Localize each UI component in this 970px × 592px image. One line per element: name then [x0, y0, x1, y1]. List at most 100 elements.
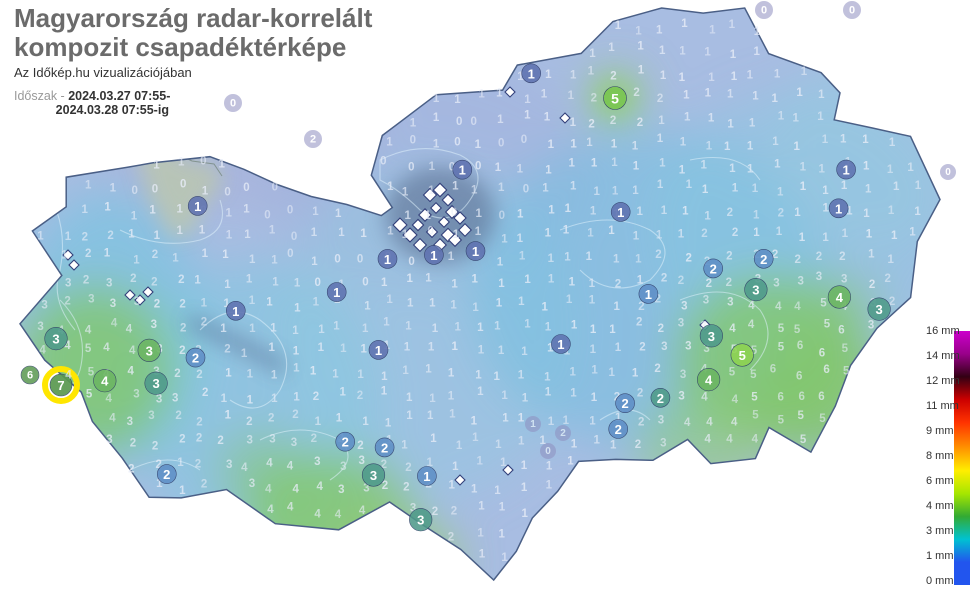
- svg-text:5: 5: [824, 318, 831, 330]
- svg-text:1: 1: [357, 369, 364, 381]
- svg-text:1: 1: [545, 386, 552, 398]
- svg-text:1: 1: [799, 232, 806, 244]
- svg-text:1: 1: [840, 134, 847, 146]
- svg-text:1: 1: [432, 323, 439, 335]
- svg-text:1: 1: [85, 180, 92, 192]
- svg-text:1: 1: [564, 251, 571, 263]
- svg-text:2: 2: [657, 391, 664, 406]
- svg-text:1: 1: [383, 317, 390, 329]
- svg-text:2: 2: [357, 390, 363, 402]
- svg-text:0: 0: [224, 187, 230, 199]
- svg-text:2: 2: [778, 208, 784, 220]
- svg-text:1: 1: [477, 527, 484, 539]
- svg-text:2: 2: [869, 279, 875, 291]
- svg-text:1: 1: [224, 279, 231, 291]
- svg-text:1: 1: [423, 469, 430, 484]
- svg-text:4: 4: [775, 301, 782, 313]
- svg-text:1: 1: [657, 133, 664, 145]
- svg-text:0: 0: [470, 116, 476, 128]
- svg-text:1: 1: [727, 118, 734, 130]
- svg-text:1: 1: [914, 206, 921, 218]
- svg-text:5: 5: [88, 366, 95, 378]
- svg-text:1: 1: [683, 90, 690, 102]
- svg-text:5: 5: [752, 409, 759, 421]
- svg-text:3: 3: [148, 410, 154, 422]
- svg-text:1: 1: [542, 183, 549, 195]
- svg-text:4: 4: [105, 393, 112, 405]
- svg-text:0: 0: [200, 156, 206, 168]
- svg-text:1: 1: [385, 417, 392, 429]
- svg-text:1: 1: [633, 161, 640, 173]
- svg-text:1: 1: [448, 251, 455, 263]
- svg-text:1: 1: [566, 294, 573, 306]
- svg-text:0: 0: [243, 182, 249, 194]
- svg-text:2: 2: [726, 277, 732, 289]
- svg-text:1: 1: [842, 163, 849, 178]
- svg-text:1: 1: [587, 228, 594, 240]
- svg-text:3: 3: [661, 341, 667, 353]
- svg-text:1: 1: [495, 162, 502, 174]
- svg-text:2: 2: [246, 416, 252, 428]
- svg-text:1: 1: [868, 248, 875, 260]
- svg-text:1: 1: [680, 136, 687, 148]
- svg-text:1: 1: [638, 65, 645, 77]
- svg-text:1: 1: [452, 461, 459, 473]
- svg-text:1: 1: [220, 323, 227, 335]
- svg-text:5: 5: [794, 324, 801, 336]
- svg-text:1: 1: [907, 162, 914, 174]
- svg-text:2: 2: [685, 253, 691, 265]
- svg-text:2: 2: [658, 323, 664, 335]
- svg-text:3: 3: [246, 435, 252, 447]
- svg-text:1: 1: [402, 365, 409, 377]
- svg-text:1: 1: [801, 66, 808, 78]
- svg-text:4: 4: [241, 462, 248, 474]
- svg-text:2: 2: [151, 276, 157, 288]
- svg-text:1: 1: [406, 273, 413, 285]
- svg-text:1: 1: [635, 26, 642, 38]
- svg-text:1: 1: [475, 226, 482, 238]
- svg-text:2: 2: [884, 273, 890, 285]
- svg-text:4: 4: [705, 373, 713, 388]
- svg-text:4: 4: [287, 501, 294, 513]
- svg-text:1: 1: [294, 278, 301, 290]
- svg-text:4: 4: [292, 484, 299, 496]
- svg-text:3: 3: [727, 297, 733, 309]
- svg-text:1: 1: [610, 439, 617, 451]
- svg-text:2: 2: [661, 272, 667, 284]
- svg-text:3: 3: [681, 301, 687, 313]
- svg-text:2: 2: [292, 409, 298, 421]
- svg-text:1: 1: [477, 322, 484, 334]
- svg-text:0: 0: [291, 231, 297, 243]
- svg-text:6: 6: [819, 348, 825, 360]
- svg-text:1: 1: [471, 273, 478, 285]
- svg-text:4: 4: [65, 369, 72, 381]
- svg-text:1: 1: [517, 233, 524, 245]
- svg-text:1: 1: [478, 344, 485, 356]
- svg-text:1: 1: [678, 228, 685, 240]
- svg-text:0: 0: [410, 135, 416, 147]
- svg-text:3: 3: [868, 320, 874, 332]
- svg-text:3: 3: [88, 294, 94, 306]
- svg-text:0: 0: [945, 167, 951, 178]
- svg-text:2: 2: [64, 296, 70, 308]
- svg-text:0: 0: [523, 183, 529, 195]
- svg-text:4: 4: [265, 484, 272, 496]
- svg-text:1: 1: [247, 368, 254, 380]
- svg-text:1: 1: [611, 157, 618, 169]
- svg-text:2: 2: [154, 299, 160, 311]
- svg-text:1: 1: [702, 184, 709, 196]
- svg-text:1: 1: [266, 296, 273, 308]
- svg-text:1: 1: [524, 318, 531, 330]
- svg-text:2: 2: [655, 249, 661, 261]
- svg-text:1: 1: [472, 432, 479, 444]
- svg-text:1: 1: [362, 416, 369, 428]
- svg-text:2: 2: [357, 440, 363, 452]
- svg-text:1: 1: [387, 181, 394, 193]
- svg-text:4: 4: [706, 416, 713, 428]
- svg-text:1: 1: [364, 301, 371, 313]
- svg-text:1: 1: [589, 278, 596, 290]
- svg-text:3: 3: [660, 438, 666, 450]
- svg-text:2: 2: [432, 506, 438, 518]
- svg-text:0: 0: [451, 207, 457, 219]
- svg-text:3: 3: [226, 459, 232, 471]
